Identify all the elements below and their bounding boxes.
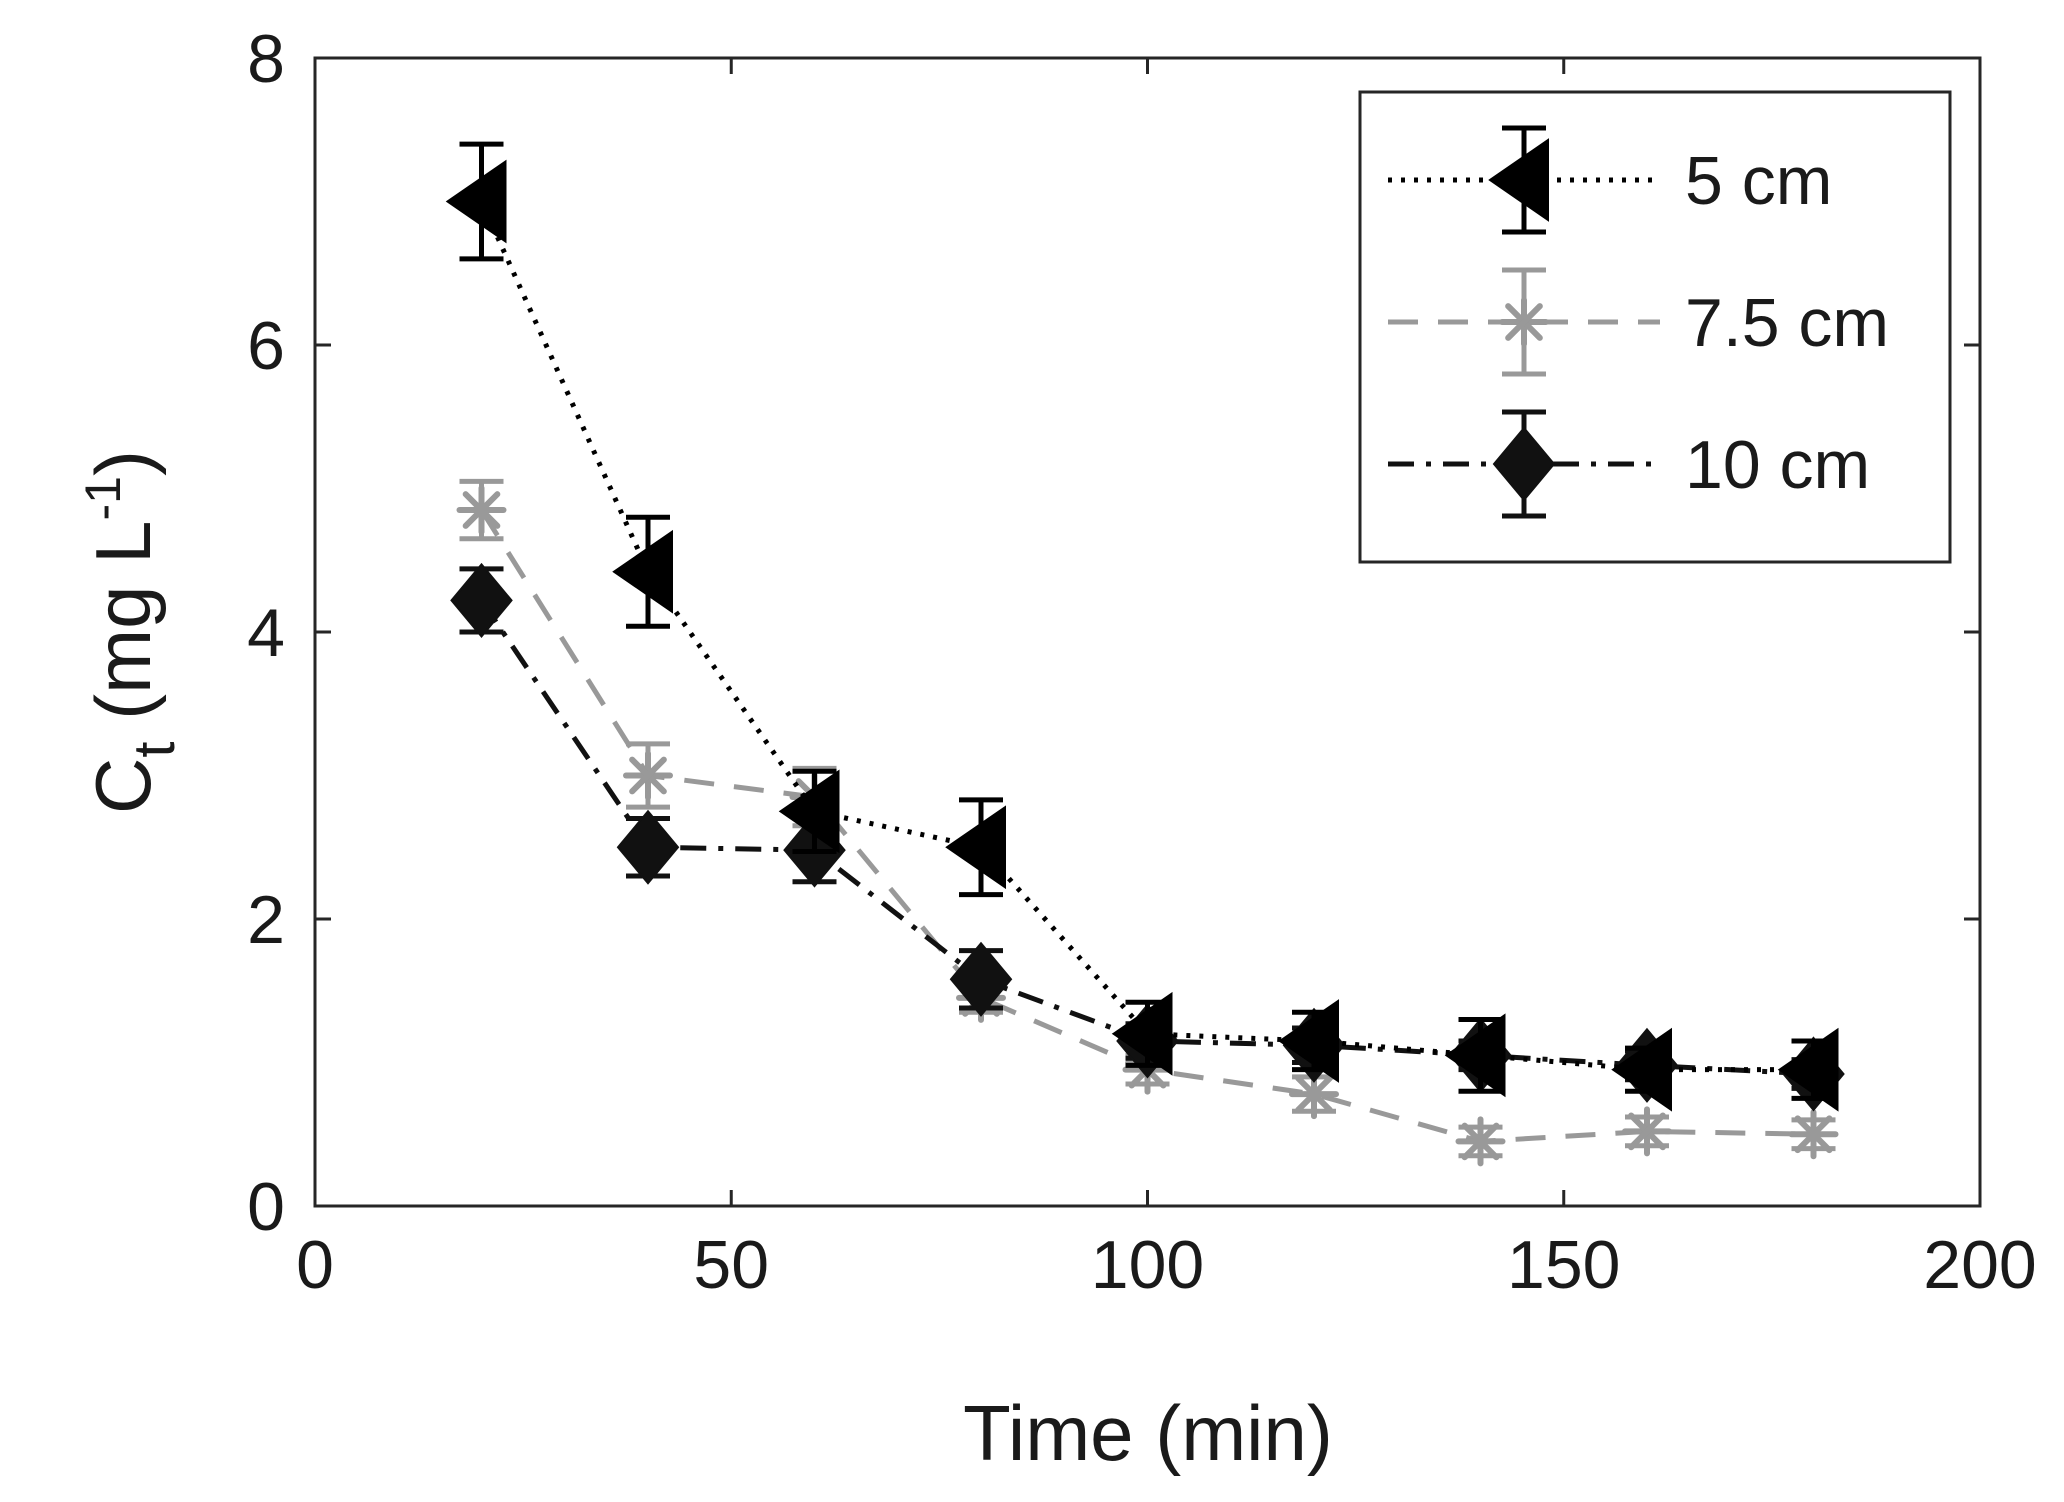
y-axis-title: Ct (mg L-1) — [75, 450, 187, 814]
legend-marker — [1499, 297, 1549, 347]
legend-marker — [1488, 138, 1549, 222]
legend: 5 cm 7.5 cm 10 cm — [1358, 90, 1952, 564]
y-tick-label: 0 — [247, 1169, 285, 1245]
series-line — [479, 599, 1814, 1077]
legend-item: 5 cm — [1388, 125, 1832, 235]
x-tick-label: 0 — [296, 1227, 334, 1303]
data-point — [616, 809, 680, 885]
y-axis-title-subscript: t — [122, 742, 187, 758]
data-point — [445, 159, 507, 244]
legend-item: 7.5 cm — [1388, 267, 1889, 377]
x-tick-label: 150 — [1507, 1227, 1620, 1303]
data-point — [1788, 1109, 1839, 1160]
data-point — [1111, 991, 1173, 1076]
data-point — [1278, 999, 1339, 1083]
legend-label: 10 cm — [1685, 427, 1870, 503]
axis-ticks: 0 50 100 150 200 0 2 4 6 8 — [247, 21, 2037, 1303]
data-point — [945, 805, 1006, 890]
y-tick-label: 4 — [247, 595, 285, 671]
data-point — [778, 769, 840, 854]
legend-box — [1358, 90, 1952, 564]
data-point — [1611, 1027, 1672, 1112]
y-axis-title-unit-close: ) — [79, 450, 167, 476]
data-point — [1622, 1106, 1672, 1157]
legend-label: 5 cm — [1685, 143, 1832, 219]
series-5-cm — [445, 141, 1839, 1112]
y-axis-title-superscript: -1 — [75, 476, 131, 520]
data-point — [612, 529, 673, 614]
x-tick-label: 200 — [1923, 1227, 2036, 1303]
data-point — [1777, 1027, 1839, 1112]
series-layer — [445, 141, 1845, 1167]
data-point — [1444, 1013, 1506, 1098]
x-tick-label: 100 — [1091, 1227, 1204, 1303]
x-axis-title: Time (min) — [963, 1389, 1333, 1477]
y-axis-title-unit-open: (mg L — [79, 520, 167, 741]
x-tick-label: 50 — [693, 1227, 769, 1303]
y-axis-title-main: C — [79, 758, 167, 814]
y-tick-label: 8 — [247, 21, 285, 97]
legend-marker — [1492, 426, 1556, 502]
legend-label: 7.5 cm — [1685, 285, 1889, 361]
legend-item: 10 cm — [1388, 409, 1870, 519]
data-point — [949, 941, 1013, 1017]
data-point — [1455, 1116, 1506, 1167]
y-tick-label: 6 — [247, 308, 285, 384]
y-tick-label: 2 — [247, 882, 285, 958]
data-point — [623, 750, 673, 801]
data-point — [450, 562, 513, 638]
data-point — [456, 485, 507, 536]
